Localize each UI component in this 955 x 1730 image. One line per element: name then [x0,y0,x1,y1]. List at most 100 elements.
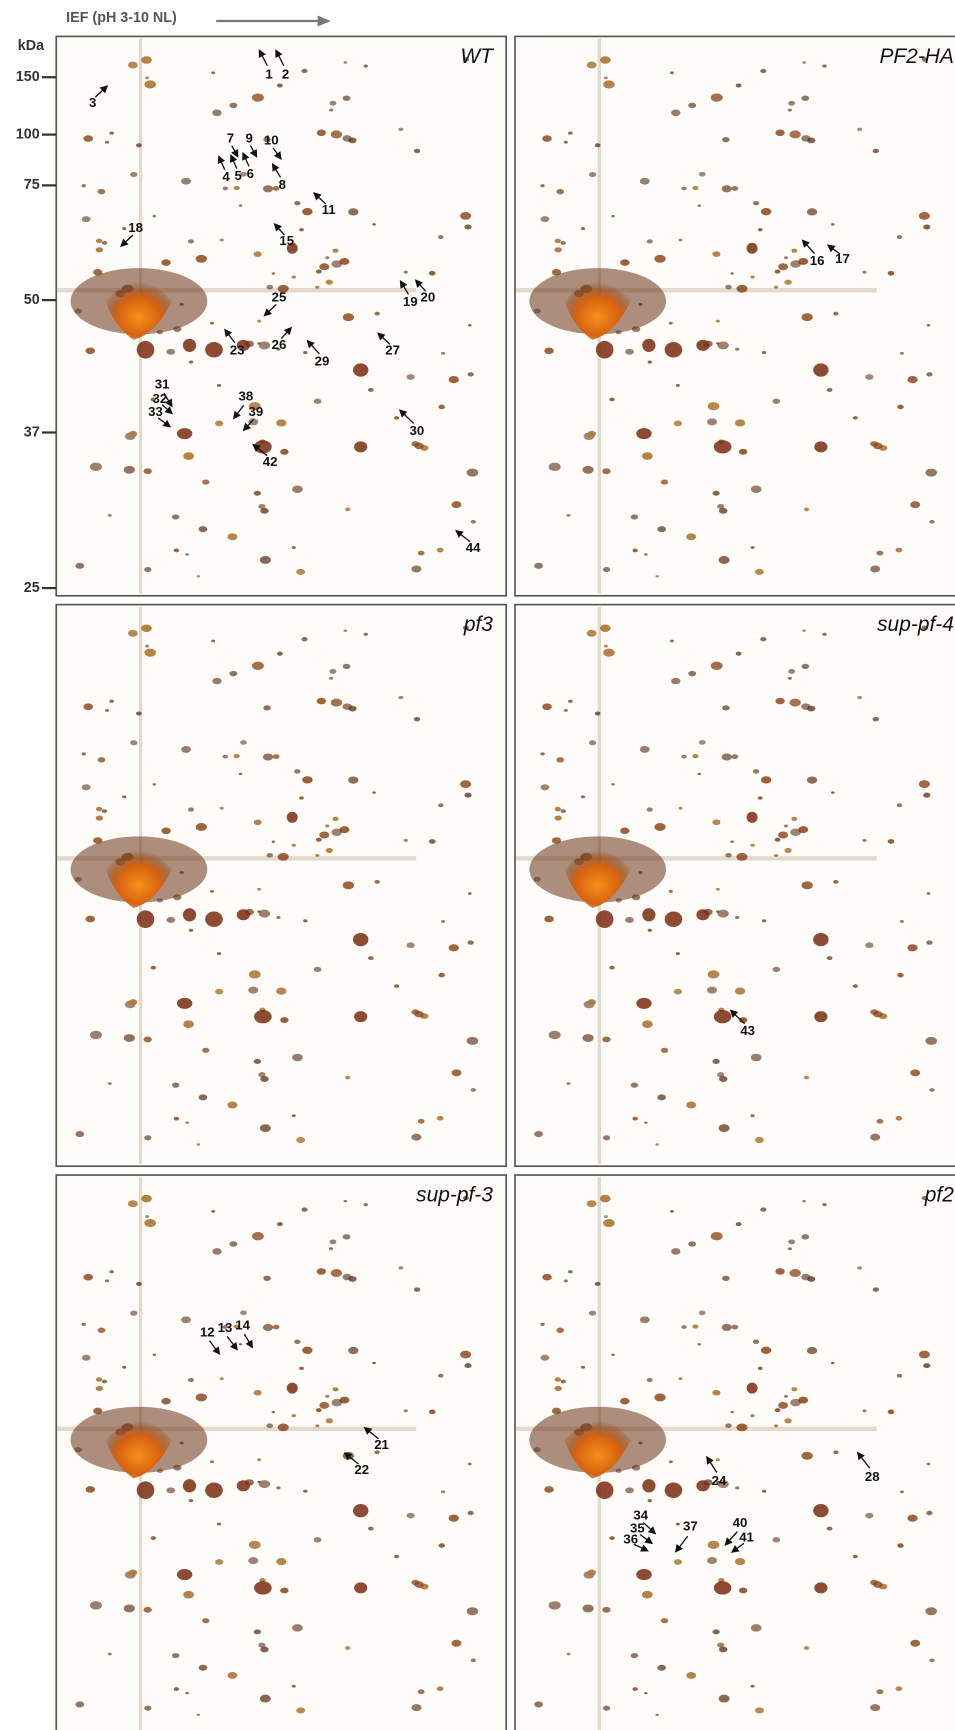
gel-spot [790,1269,801,1277]
gel-spot-major [636,1569,651,1580]
gel-spot [549,463,561,471]
gel-spot [348,208,358,215]
gel-spot [897,973,903,978]
gel-spot [762,919,766,922]
gel-spot [151,1536,156,1540]
gel-spot [784,1395,788,1398]
spot-number: 20 [421,289,436,304]
gel-spot [210,890,214,893]
gel-spot [257,910,260,912]
gel-spot [791,249,797,253]
gel-spot [853,984,858,988]
gel-spot [263,1324,273,1331]
gel-spot [711,93,723,101]
gel-spot-major [813,933,828,946]
gel-spot [404,271,408,274]
gel-spot [257,1458,261,1461]
gel-spot-major [636,998,651,1009]
gel-spot [927,1463,931,1466]
gel-spot [189,360,193,363]
gel-spot [407,942,415,948]
gel-spot [257,888,261,891]
gel-spot [698,204,701,206]
gel-spot [227,533,237,540]
gel-spot [122,227,126,230]
gel-spot [788,109,792,112]
gel-spot [587,1200,597,1207]
gel-spot-major [287,1383,298,1394]
gel-spot [661,1618,668,1623]
gel-spot [751,1054,762,1062]
gel-spot [437,1686,444,1691]
gel-spot [595,1282,601,1286]
spot-number: 42 [263,454,278,469]
gel-spot [471,1659,476,1663]
spot-number: 24 [712,1473,727,1488]
gel-spot [188,1378,194,1382]
gel-spot [625,1487,634,1493]
gel-spot [254,819,262,825]
gel-spot [144,1219,156,1227]
gel-spot [407,374,415,380]
gel-spot-major [636,428,651,439]
gel-spot-major [137,1481,155,1499]
gel-spot [254,251,262,257]
gel-spot [870,565,880,572]
gel-spot [211,1210,215,1213]
gel-spot [317,698,326,705]
gel-spot [83,703,93,710]
gel-spot [302,776,312,783]
gel-spot [750,844,754,847]
gel-spot [865,1513,873,1519]
gel-spot [223,755,228,759]
spot-number: 43 [740,1023,755,1038]
gel-spot-major [137,341,155,359]
gel-spot [464,1363,471,1368]
gel-spot [314,967,322,972]
gel-spot [827,1527,833,1531]
gel-spot [561,241,566,245]
gel-spot [82,1323,86,1326]
gel-spot [161,259,170,266]
gel-spot [329,1247,333,1250]
gel-spot [174,1117,179,1121]
gel-spot [252,662,264,670]
gel-spot [736,853,747,861]
gel-spot [778,1402,788,1409]
gel-spot [620,827,629,834]
gel-spot [124,466,135,474]
gel-spot [807,1347,817,1354]
gel-spot [215,989,223,995]
gel-spot [449,376,459,383]
gel-spot [804,1646,809,1650]
gel-spot [762,1490,766,1493]
gel-spot [676,952,680,955]
gel-spot [625,349,634,355]
gel-spot [254,1059,261,1064]
gel-spot [199,526,208,532]
gel-spot [319,832,329,839]
gel-spot [802,313,813,321]
gel-spot [252,1232,264,1240]
gel-spot [276,419,286,426]
gel-spot [217,1523,221,1526]
gel-spot [712,1390,720,1396]
gel-spot [717,1072,724,1077]
gel-spot [564,709,568,712]
gel-spot [671,678,680,685]
gel-spot [296,569,305,575]
spot-number: 19 [403,294,418,309]
gel-spot [258,504,265,509]
gel-spot [109,131,114,134]
gel-spot [735,1486,739,1489]
gel-spot [333,1387,339,1391]
gel-spot [325,256,329,259]
gel-spot [542,1274,552,1281]
gel-spot [259,1480,270,1488]
gel-spot [611,783,615,785]
gel-spot [136,711,142,715]
spot-number: 12 [200,1324,215,1339]
gel-spot-major [205,911,223,926]
gel-spot [778,832,788,839]
gel-spot [414,717,420,721]
